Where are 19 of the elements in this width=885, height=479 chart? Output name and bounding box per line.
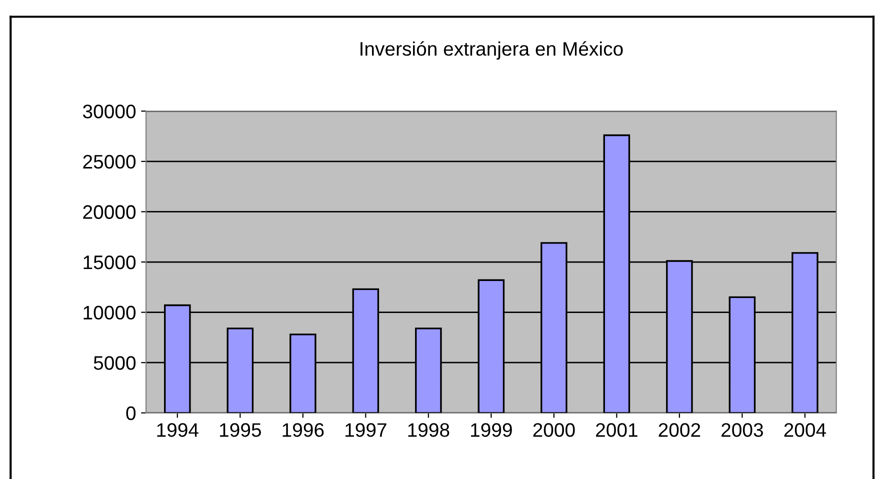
x-tick-label: 1999 xyxy=(471,423,512,437)
x-tick-label: 2004 xyxy=(784,423,826,437)
x-tick-label: 2002 xyxy=(658,423,700,437)
x-tick-label: 1997 xyxy=(346,423,386,437)
x-tick-label: 2000 xyxy=(533,423,575,437)
y-tick-label: 5000 xyxy=(94,356,136,370)
y-tick-label: 30000 xyxy=(82,104,136,118)
y-tick-label: 10000 xyxy=(84,306,136,320)
x-tick-label: 1996 xyxy=(282,423,324,437)
y-tick-label: 20000 xyxy=(83,205,136,219)
y-tick-label: 25000 xyxy=(83,154,136,169)
x-tick-label: 2003 xyxy=(722,423,763,437)
x-tick-label: 2001 xyxy=(596,423,638,437)
chart-title: Inversión extranjera en México xyxy=(360,41,623,60)
x-tick-label: 1994 xyxy=(157,423,198,437)
y-tick-label: 15000 xyxy=(84,255,136,270)
y-tick-label: 0 xyxy=(126,406,136,420)
x-tick-label: 1995 xyxy=(220,423,261,437)
x-tick-label: 1998 xyxy=(408,423,450,437)
